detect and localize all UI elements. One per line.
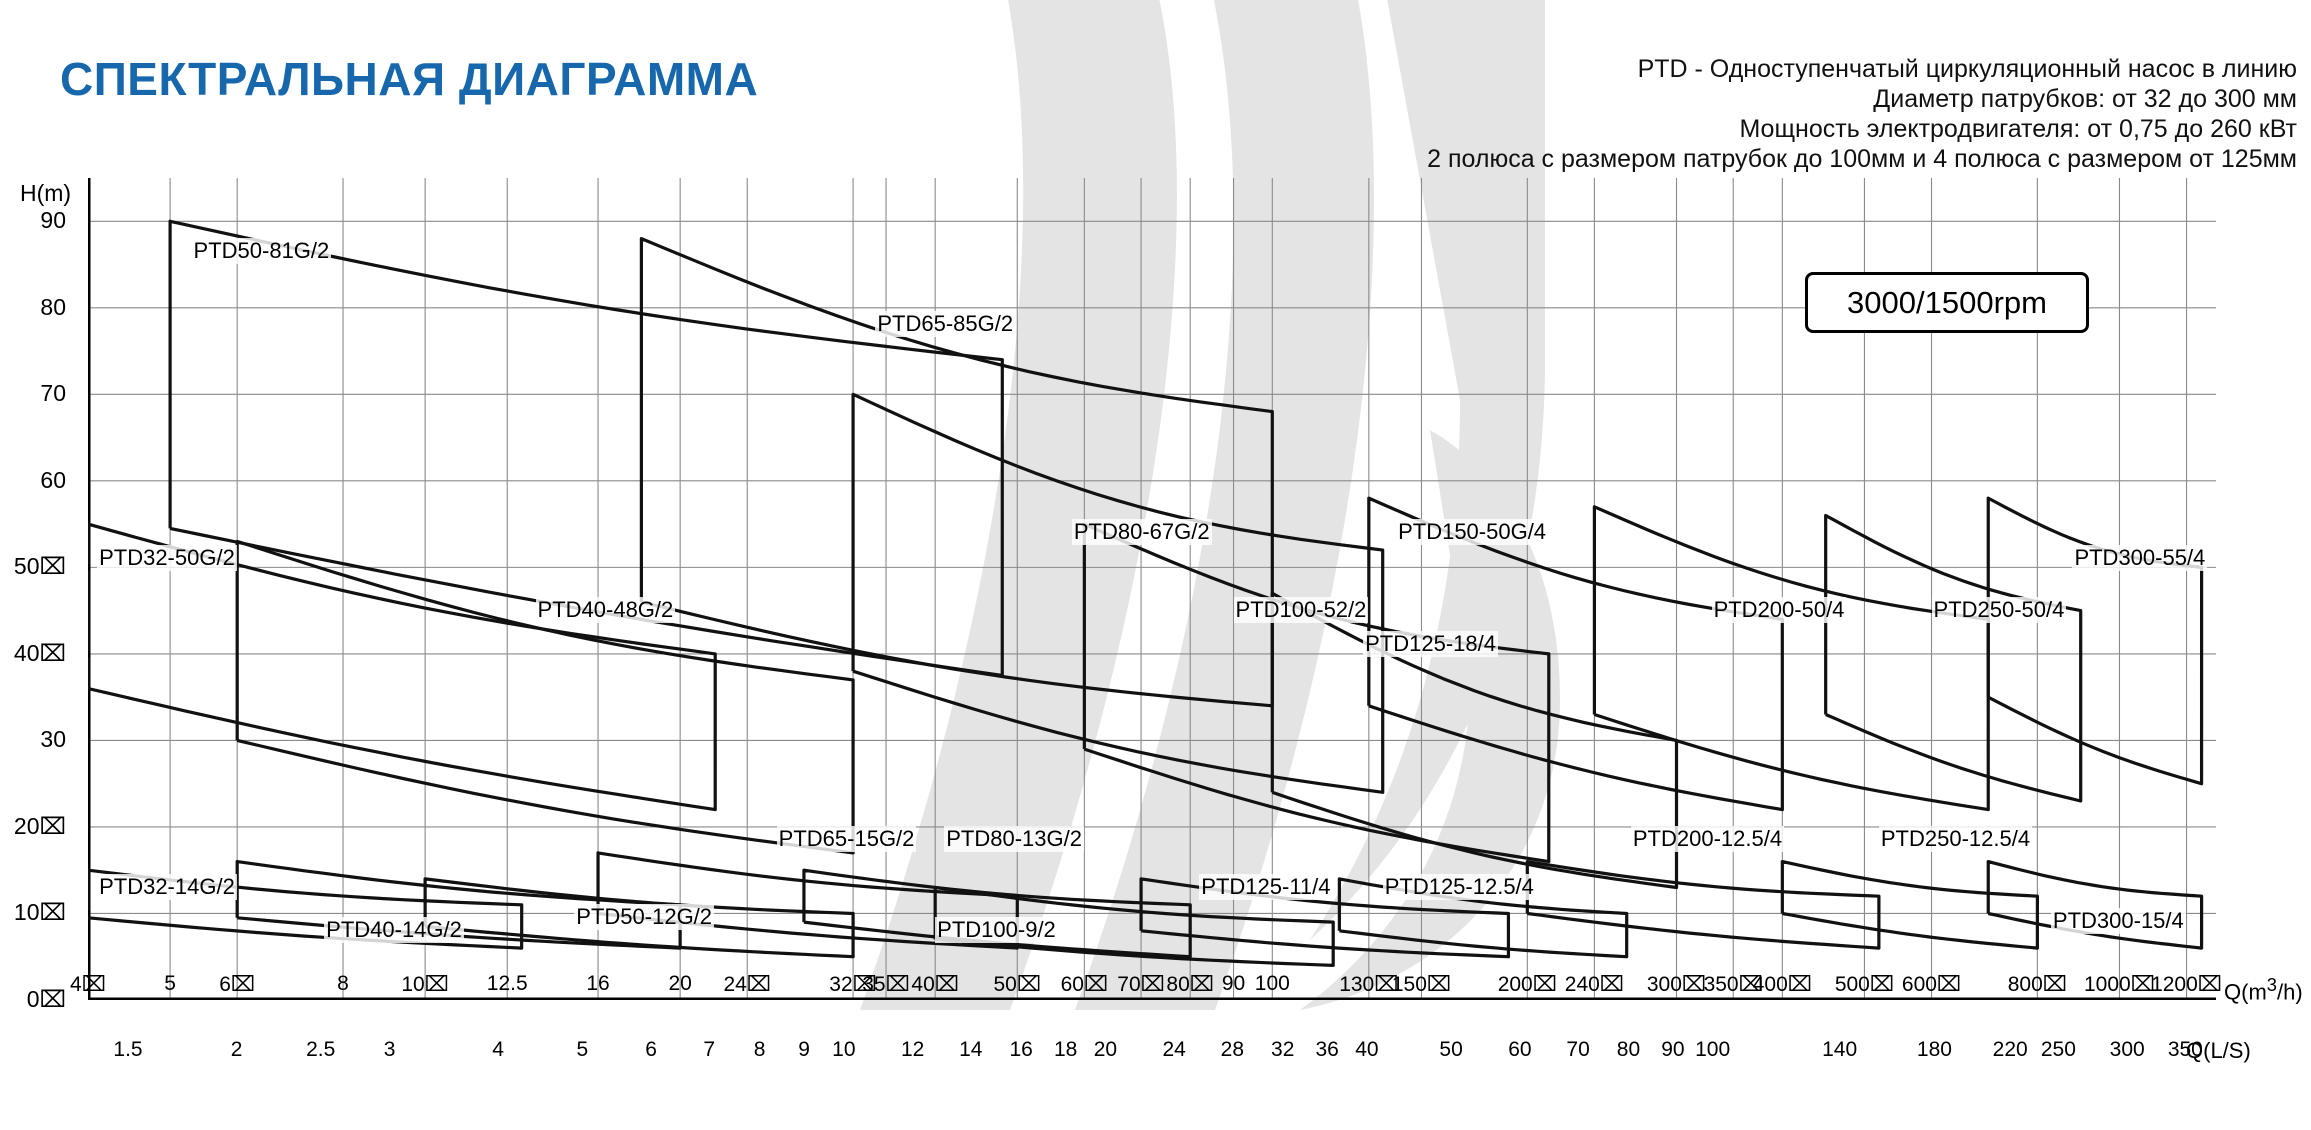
spec-line-4: 2 полюса с размером патрубок до 100мм и … — [1427, 145, 2297, 173]
curve-label: PTD150-50G/4 — [1396, 518, 1549, 545]
x-axis-tick-label-primary: 4⌧ — [70, 973, 106, 996]
x-axis-tick-label-secondary: 7 — [703, 1038, 716, 1061]
curve-label: PTD300-15/4 — [2050, 908, 2186, 935]
x-axis-tick-label-secondary: 18 — [1053, 1038, 1078, 1061]
x-axis-tick-label-primary: 600⌧ — [1901, 973, 1962, 996]
curve-label: PTD300-55/4 — [2072, 544, 2208, 571]
x-axis-tick-label-primary: 6⌧ — [219, 973, 256, 996]
x-axis-title-primary: Q(m3/h) — [2224, 974, 2303, 1005]
curve-label: PTD50-12G/2 — [574, 903, 715, 930]
curve-label: PTD80-67G/2 — [1071, 518, 1212, 545]
y-axis-tick-label: 80 — [40, 293, 66, 320]
x-axis-tick-label-secondary: 10 — [832, 1038, 856, 1061]
x-axis-tick-label-secondary: 3 — [383, 1038, 396, 1061]
curve-label: PTD200-50/4 — [1711, 596, 1847, 623]
x-axis-tick-label-secondary: 2.5 — [306, 1038, 336, 1061]
x-axis-tick-label-primary: 300⌧ — [1646, 973, 1707, 996]
x-axis-tick-label-secondary: 12 — [900, 1038, 925, 1061]
x-axis-tick-label-secondary: 14 — [959, 1038, 983, 1061]
x-axis-tick-label-primary: 5 — [164, 972, 176, 995]
y-axis-tick-label: 40⌧ — [13, 639, 66, 666]
curve-label: PTD250-50/4 — [1931, 596, 2067, 623]
x-axis-tick-label-primary: 240⌧ — [1564, 973, 1625, 996]
x-axis-tick-label-secondary: 36 — [1315, 1038, 1339, 1061]
x-axis-tick-label-primary: 40⌧ — [911, 973, 959, 996]
x-axis-tick-label-primary: 350⌧ — [1703, 973, 1763, 996]
x-axis-tick-label-secondary: 20 — [1093, 1038, 1118, 1061]
x-axis-tick-label-secondary: 2 — [230, 1038, 243, 1061]
curve-label: PTD32-50G/2 — [97, 544, 237, 571]
x-axis-tick-label-secondary: 28 — [1220, 1038, 1244, 1061]
x-axis-tick-label-secondary: 24 — [1162, 1038, 1186, 1061]
header-specs: PTD - Одноступенчатый циркуляционный нас… — [1427, 54, 2297, 174]
x-axis-tick-label-primary: 10⌧ — [401, 973, 449, 996]
y-axis-tick-label: 70 — [40, 380, 66, 407]
x-axis-tick-label-secondary: 220 — [1992, 1038, 2028, 1061]
curve-label: PTD100-52/2 — [1233, 596, 1369, 623]
x-axis-tick-label-primary: 1000⌧ — [2084, 973, 2155, 996]
x-axis-tick-label-secondary: 32 — [1271, 1038, 1295, 1061]
y-axis-title: H(m) — [20, 180, 72, 206]
x-axis-tick-label-secondary: 8 — [753, 1038, 766, 1061]
curve-label: PTD125-11/4 — [1199, 873, 1333, 900]
x-axis-tick-label-primary: 8 — [337, 972, 349, 995]
x-axis-tick-label-secondary: 16 — [1009, 1038, 1033, 1061]
curve-label: PTD125-18/4 — [1363, 631, 1498, 658]
x-axis-title-secondary: Q(L/S) — [2186, 1038, 2251, 1063]
curve-label: PTD32-14G/2 — [97, 873, 237, 900]
x-axis-tick-label-primary: 400⌧ — [1752, 973, 1812, 996]
x-axis-tick-label-secondary: 50 — [1439, 1038, 1463, 1061]
x-axis-tick-label-secondary: 100 — [1695, 1038, 1731, 1061]
y-axis-tick-label: 20⌧ — [13, 812, 66, 839]
x-axis-tick-label-secondary: 9 — [798, 1038, 810, 1061]
x-axis-tick-label-secondary: 250 — [2040, 1038, 2076, 1061]
x-axis-tick-label-primary: 150⌧ — [1391, 973, 1452, 996]
y-axis-tick-label: 90 — [40, 207, 66, 234]
rpm-badge: 3000/1500rpm — [1805, 272, 2089, 333]
y-axis-tick-label: 10⌧ — [13, 899, 66, 926]
curve-label: PTD80-13G/2 — [944, 825, 1084, 852]
y-axis-tick-label: 0⌧ — [26, 986, 66, 1012]
x-axis-tick-label-primary: 800⌧ — [2007, 973, 2067, 996]
x-axis-tick-label-primary: 24⌧ — [723, 973, 771, 996]
spec-line-1: PTD - Одноступенчатый циркуляционный нас… — [1637, 55, 2297, 83]
spec-line-3: Мощность электродвигателя: от 0,75 до 26… — [1739, 115, 2297, 143]
x-axis-tick-label-primary: 100 — [1254, 972, 1290, 995]
curve-label: PTD100-9/2 — [935, 916, 1058, 943]
x-axis-tick-label-secondary: 80 — [1616, 1038, 1641, 1061]
x-axis-tick-label-secondary: 5 — [576, 1038, 589, 1061]
x-axis-tick-label-primary: 1200⌧ — [2151, 973, 2222, 996]
x-axis-tick-label-secondary: 6 — [645, 1038, 657, 1061]
curve-label: PTD65-15G/2 — [776, 825, 917, 852]
curve-label: PTD40-48G/2 — [535, 596, 676, 623]
y-axis-tick-label: 50⌧ — [13, 553, 66, 580]
curve-label: PTD250-12.5/4 — [1878, 825, 2033, 852]
x-axis-tick-label-primary: 500⌧ — [1834, 973, 1895, 996]
curve-label: PTD40-14G/2 — [324, 916, 464, 943]
x-axis-tick-label-secondary: 180 — [1916, 1038, 1952, 1061]
x-axis-tick-label-secondary: 70 — [1566, 1038, 1590, 1061]
x-axis-tick-label-primary: 16 — [586, 972, 610, 995]
curve-label: PTD200-12.5/4 — [1630, 825, 1785, 852]
x-axis-tick-label-secondary: 40 — [1355, 1038, 1379, 1061]
y-axis-tick-label: 30 — [40, 726, 66, 753]
x-axis-tick-label-primary: 12.5 — [486, 972, 528, 995]
curve-label: PTD65-85G/2 — [875, 311, 1016, 338]
x-axis-tick-label-secondary: 60 — [1508, 1038, 1532, 1061]
x-axis-tick-label-secondary: 300 — [2109, 1038, 2145, 1061]
x-axis-tick-label-secondary: 90 — [1661, 1038, 1685, 1061]
spec-line-2: Диаметр патрубков: от 32 до 300 мм — [1873, 85, 2297, 113]
x-axis-tick-label-secondary: 1.5 — [113, 1038, 143, 1061]
x-axis-tick-label-secondary: 140 — [1822, 1038, 1858, 1061]
page-title: СПЕКТРАЛЬНАЯ ДИАГРАММА — [60, 53, 759, 105]
x-axis-tick-label-secondary: 350 — [2167, 1038, 2203, 1061]
curve-label: PTD125-12.5/4 — [1382, 873, 1536, 900]
curve-label: PTD50-81G/2 — [191, 237, 332, 264]
x-axis-tick-label-secondary: 4 — [492, 1038, 504, 1061]
x-axis-tick-label-primary: 20 — [668, 972, 692, 995]
y-axis-tick-label: 60 — [40, 466, 66, 493]
